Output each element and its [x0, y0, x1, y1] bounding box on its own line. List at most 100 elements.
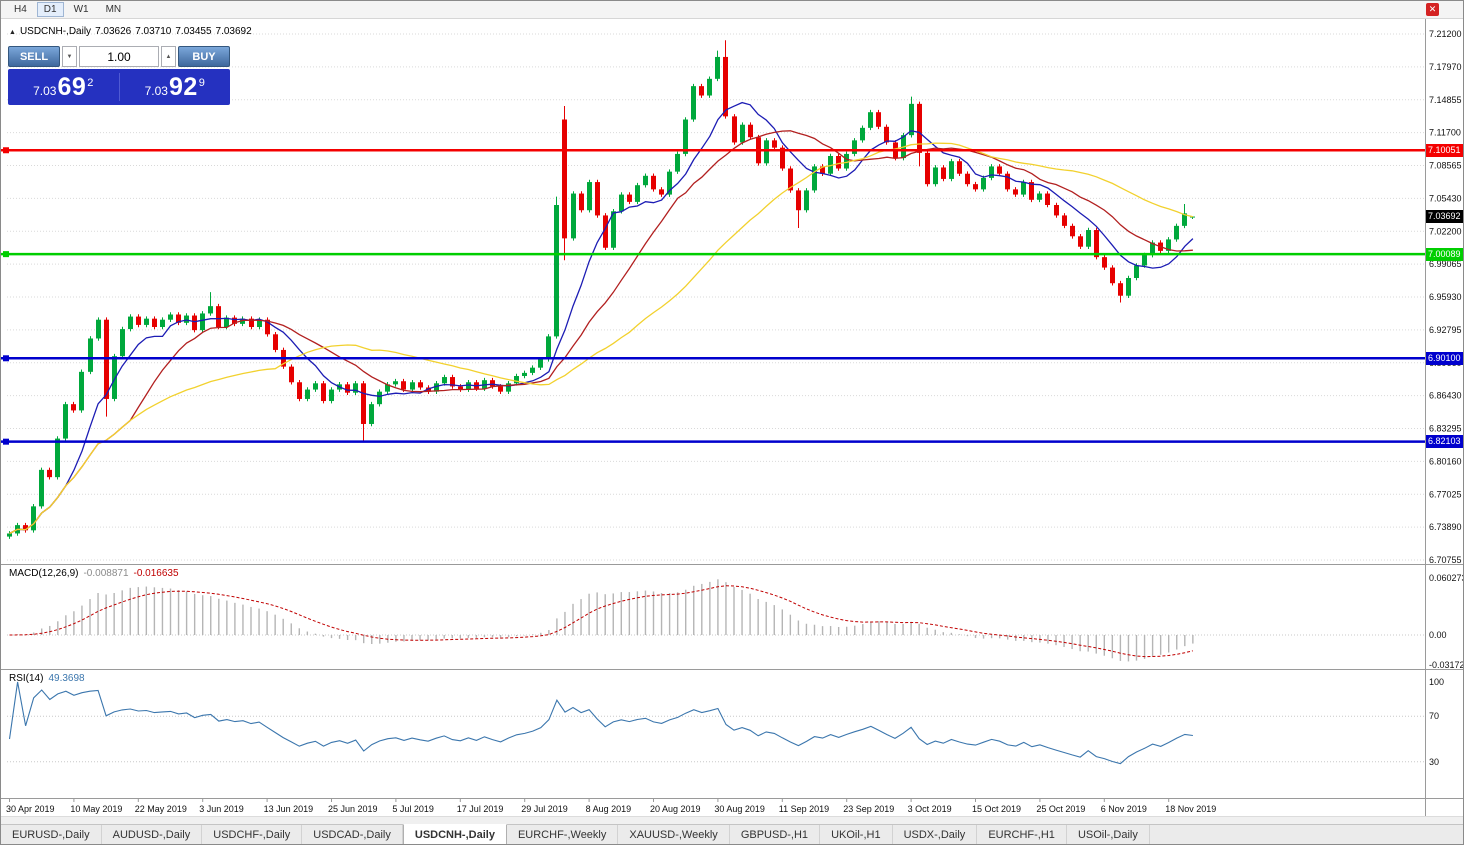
- volume-decrement-icon[interactable]: ▼: [62, 46, 77, 67]
- timeframe-toolbar: H4 D1 W1 MN ✕: [1, 1, 1463, 19]
- ma-fast-line: [9, 101, 1194, 535]
- chart-ohlc-header: ▲ USDCNH-,Daily 7.03626 7.03710 7.03455 7.036…: [9, 26, 256, 37]
- timeframe-buttons: H4 D1 W1 MN: [7, 2, 128, 17]
- rsi-value: 49.3698: [48, 673, 85, 684]
- one-click-panel-toggle-icon[interactable]: ▲: [9, 29, 16, 36]
- chart-tab-xauusd-weekly[interactable]: XAUUSD-,Weekly: [618, 825, 730, 844]
- svg-text:25 Oct 2019: 25 Oct 2019: [1036, 804, 1085, 814]
- rsi-indicator-label: RSI(14) 49.3698: [9, 673, 85, 684]
- chart-tab-usdchf-daily[interactable]: USDCHF-,Daily: [202, 825, 303, 844]
- svg-text:30 Apr 2019: 30 Apr 2019: [6, 804, 55, 814]
- chart-tab-eurchf-h1[interactable]: EURCHF-,H1: [977, 825, 1067, 844]
- svg-text:6.80160: 6.80160: [1429, 456, 1462, 466]
- svg-text:10 May 2019: 10 May 2019: [70, 804, 122, 814]
- sell-button[interactable]: SELL: [8, 46, 60, 67]
- svg-text:7.17970: 7.17970: [1429, 62, 1462, 72]
- price-divider: [118, 73, 120, 101]
- ohlc-close: 7.03692: [215, 26, 252, 37]
- timeframe-button-w1[interactable]: W1: [73, 4, 89, 15]
- current-price-tag: 7.03692: [1426, 210, 1463, 223]
- buy-price-sup: 9: [198, 77, 205, 89]
- ma-medium-line: [9, 130, 1193, 535]
- chart-tab-ukoil-h1[interactable]: UKOil-,H1: [820, 825, 893, 844]
- svg-text:6.92795: 6.92795: [1429, 325, 1462, 335]
- one-click-trading-panel: SELL ▼ 1.00 ▲ BUY 7.03 69 2 7.03 92 9: [8, 46, 230, 105]
- chart-tab-usoil-daily[interactable]: USOil-,Daily: [1067, 825, 1150, 844]
- svg-text:7.08565: 7.08565: [1429, 161, 1462, 171]
- macd-main-value: -0.008871: [83, 568, 129, 579]
- timeframe-button-d1[interactable]: D1: [36, 2, 64, 17]
- svg-text:7.05430: 7.05430: [1429, 193, 1462, 203]
- svg-text:7.21200: 7.21200: [1429, 29, 1462, 39]
- macd-histogram: [16, 579, 1194, 662]
- svg-text:30 Aug 2019: 30 Aug 2019: [714, 804, 765, 814]
- buy-button[interactable]: BUY: [178, 46, 230, 67]
- buy-price-display[interactable]: 7.03 92 9: [120, 69, 231, 105]
- macd-signal-line: [9, 585, 1194, 658]
- svg-text:70: 70: [1429, 711, 1439, 721]
- rsi-line: [8, 681, 1193, 765]
- svg-text:23 Sep 2019: 23 Sep 2019: [843, 804, 894, 814]
- svg-text:6.95930: 6.95930: [1429, 292, 1462, 302]
- candlesticks: [7, 40, 1195, 539]
- svg-text:30: 30: [1429, 757, 1439, 767]
- sell-price-sup: 2: [87, 77, 94, 89]
- hline-price-tag: 6.90100: [1426, 352, 1463, 365]
- hline-price-tag: 6.82103: [1426, 435, 1463, 448]
- timeframe-button-h4[interactable]: H4: [14, 4, 27, 15]
- buy-price-main: 7.03: [144, 84, 168, 98]
- svg-text:6.77025: 6.77025: [1429, 489, 1462, 499]
- svg-text:6.73890: 6.73890: [1429, 522, 1462, 532]
- svg-text:-0.031725: -0.031725: [1429, 660, 1464, 670]
- horizontal-scrollbar[interactable]: [1, 816, 1463, 824]
- svg-text:5 Jul 2019: 5 Jul 2019: [392, 804, 434, 814]
- svg-text:22 May 2019: 22 May 2019: [135, 804, 187, 814]
- timeframe-button-mn[interactable]: MN: [105, 4, 122, 15]
- svg-text:100: 100: [1429, 677, 1444, 687]
- chart-tab-bar: EURUSD-,Daily AUDUSD-,Daily USDCHF-,Daily U…: [1, 824, 1463, 844]
- sell-price-main: 7.03: [33, 84, 57, 98]
- ma-slow-line: [9, 142, 1194, 535]
- volume-increment-icon[interactable]: ▲: [161, 46, 176, 67]
- ohlc-low: 7.03455: [175, 26, 212, 37]
- svg-text:6.99065: 6.99065: [1429, 259, 1462, 269]
- hline-price-tag: 7.10051: [1426, 144, 1463, 157]
- ohlc-open: 7.03626: [95, 26, 132, 37]
- close-chart-icon[interactable]: ✕: [1426, 3, 1439, 16]
- chart-tab-usdcnh-daily[interactable]: USDCNH-,Daily: [402, 824, 507, 844]
- svg-text:7.02200: 7.02200: [1429, 226, 1462, 236]
- chart-tab-gbpusd-h1[interactable]: GBPUSD-,H1: [730, 825, 821, 844]
- svg-text:20 Aug 2019: 20 Aug 2019: [650, 804, 701, 814]
- volume-input[interactable]: 1.00: [79, 46, 159, 67]
- svg-text:15 Oct 2019: 15 Oct 2019: [972, 804, 1021, 814]
- macd-signal-value: -0.016635: [133, 568, 179, 579]
- svg-text:13 Jun 2019: 13 Jun 2019: [264, 804, 314, 814]
- buy-price-big: 92: [168, 73, 198, 101]
- sell-price-display[interactable]: 7.03 69 2: [8, 69, 119, 105]
- svg-text:7.14855: 7.14855: [1429, 95, 1462, 105]
- chart-tab-usdcad-daily[interactable]: USDCAD-,Daily: [302, 825, 403, 844]
- svg-text:6.70755: 6.70755: [1429, 555, 1462, 565]
- chart-tab-eurchf-weekly[interactable]: EURCHF-,Weekly: [507, 825, 619, 844]
- chart-tab-audusd-daily[interactable]: AUDUSD-,Daily: [102, 825, 203, 844]
- hline-price-tag: 7.00089: [1426, 248, 1463, 261]
- svg-text:3 Jun 2019: 3 Jun 2019: [199, 804, 244, 814]
- svg-text:0.00: 0.00: [1429, 630, 1447, 640]
- svg-text:29 Jul 2019: 29 Jul 2019: [521, 804, 568, 814]
- svg-text:6.86430: 6.86430: [1429, 391, 1462, 401]
- svg-text:7.11700: 7.11700: [1429, 128, 1461, 138]
- horizontal-lines[interactable]: [1, 147, 1425, 445]
- macd-indicator-label: MACD(12,26,9) -0.008871 -0.016635: [9, 568, 179, 579]
- sell-price-big: 69: [57, 73, 87, 101]
- svg-text:18 Nov 2019: 18 Nov 2019: [1165, 804, 1216, 814]
- svg-text:17 Jul 2019: 17 Jul 2019: [457, 804, 504, 814]
- chart-tab-eurusd-daily[interactable]: EURUSD-,Daily: [1, 825, 102, 844]
- chart-tab-usdx-daily[interactable]: USDX-,Daily: [893, 825, 978, 844]
- chart-symbol-timeframe: USDCNH-,Daily: [19, 26, 92, 37]
- svg-text:25 Jun 2019: 25 Jun 2019: [328, 804, 378, 814]
- svg-text:8 Aug 2019: 8 Aug 2019: [586, 804, 632, 814]
- svg-text:6 Nov 2019: 6 Nov 2019: [1101, 804, 1147, 814]
- svg-text:0.060273: 0.060273: [1429, 573, 1464, 583]
